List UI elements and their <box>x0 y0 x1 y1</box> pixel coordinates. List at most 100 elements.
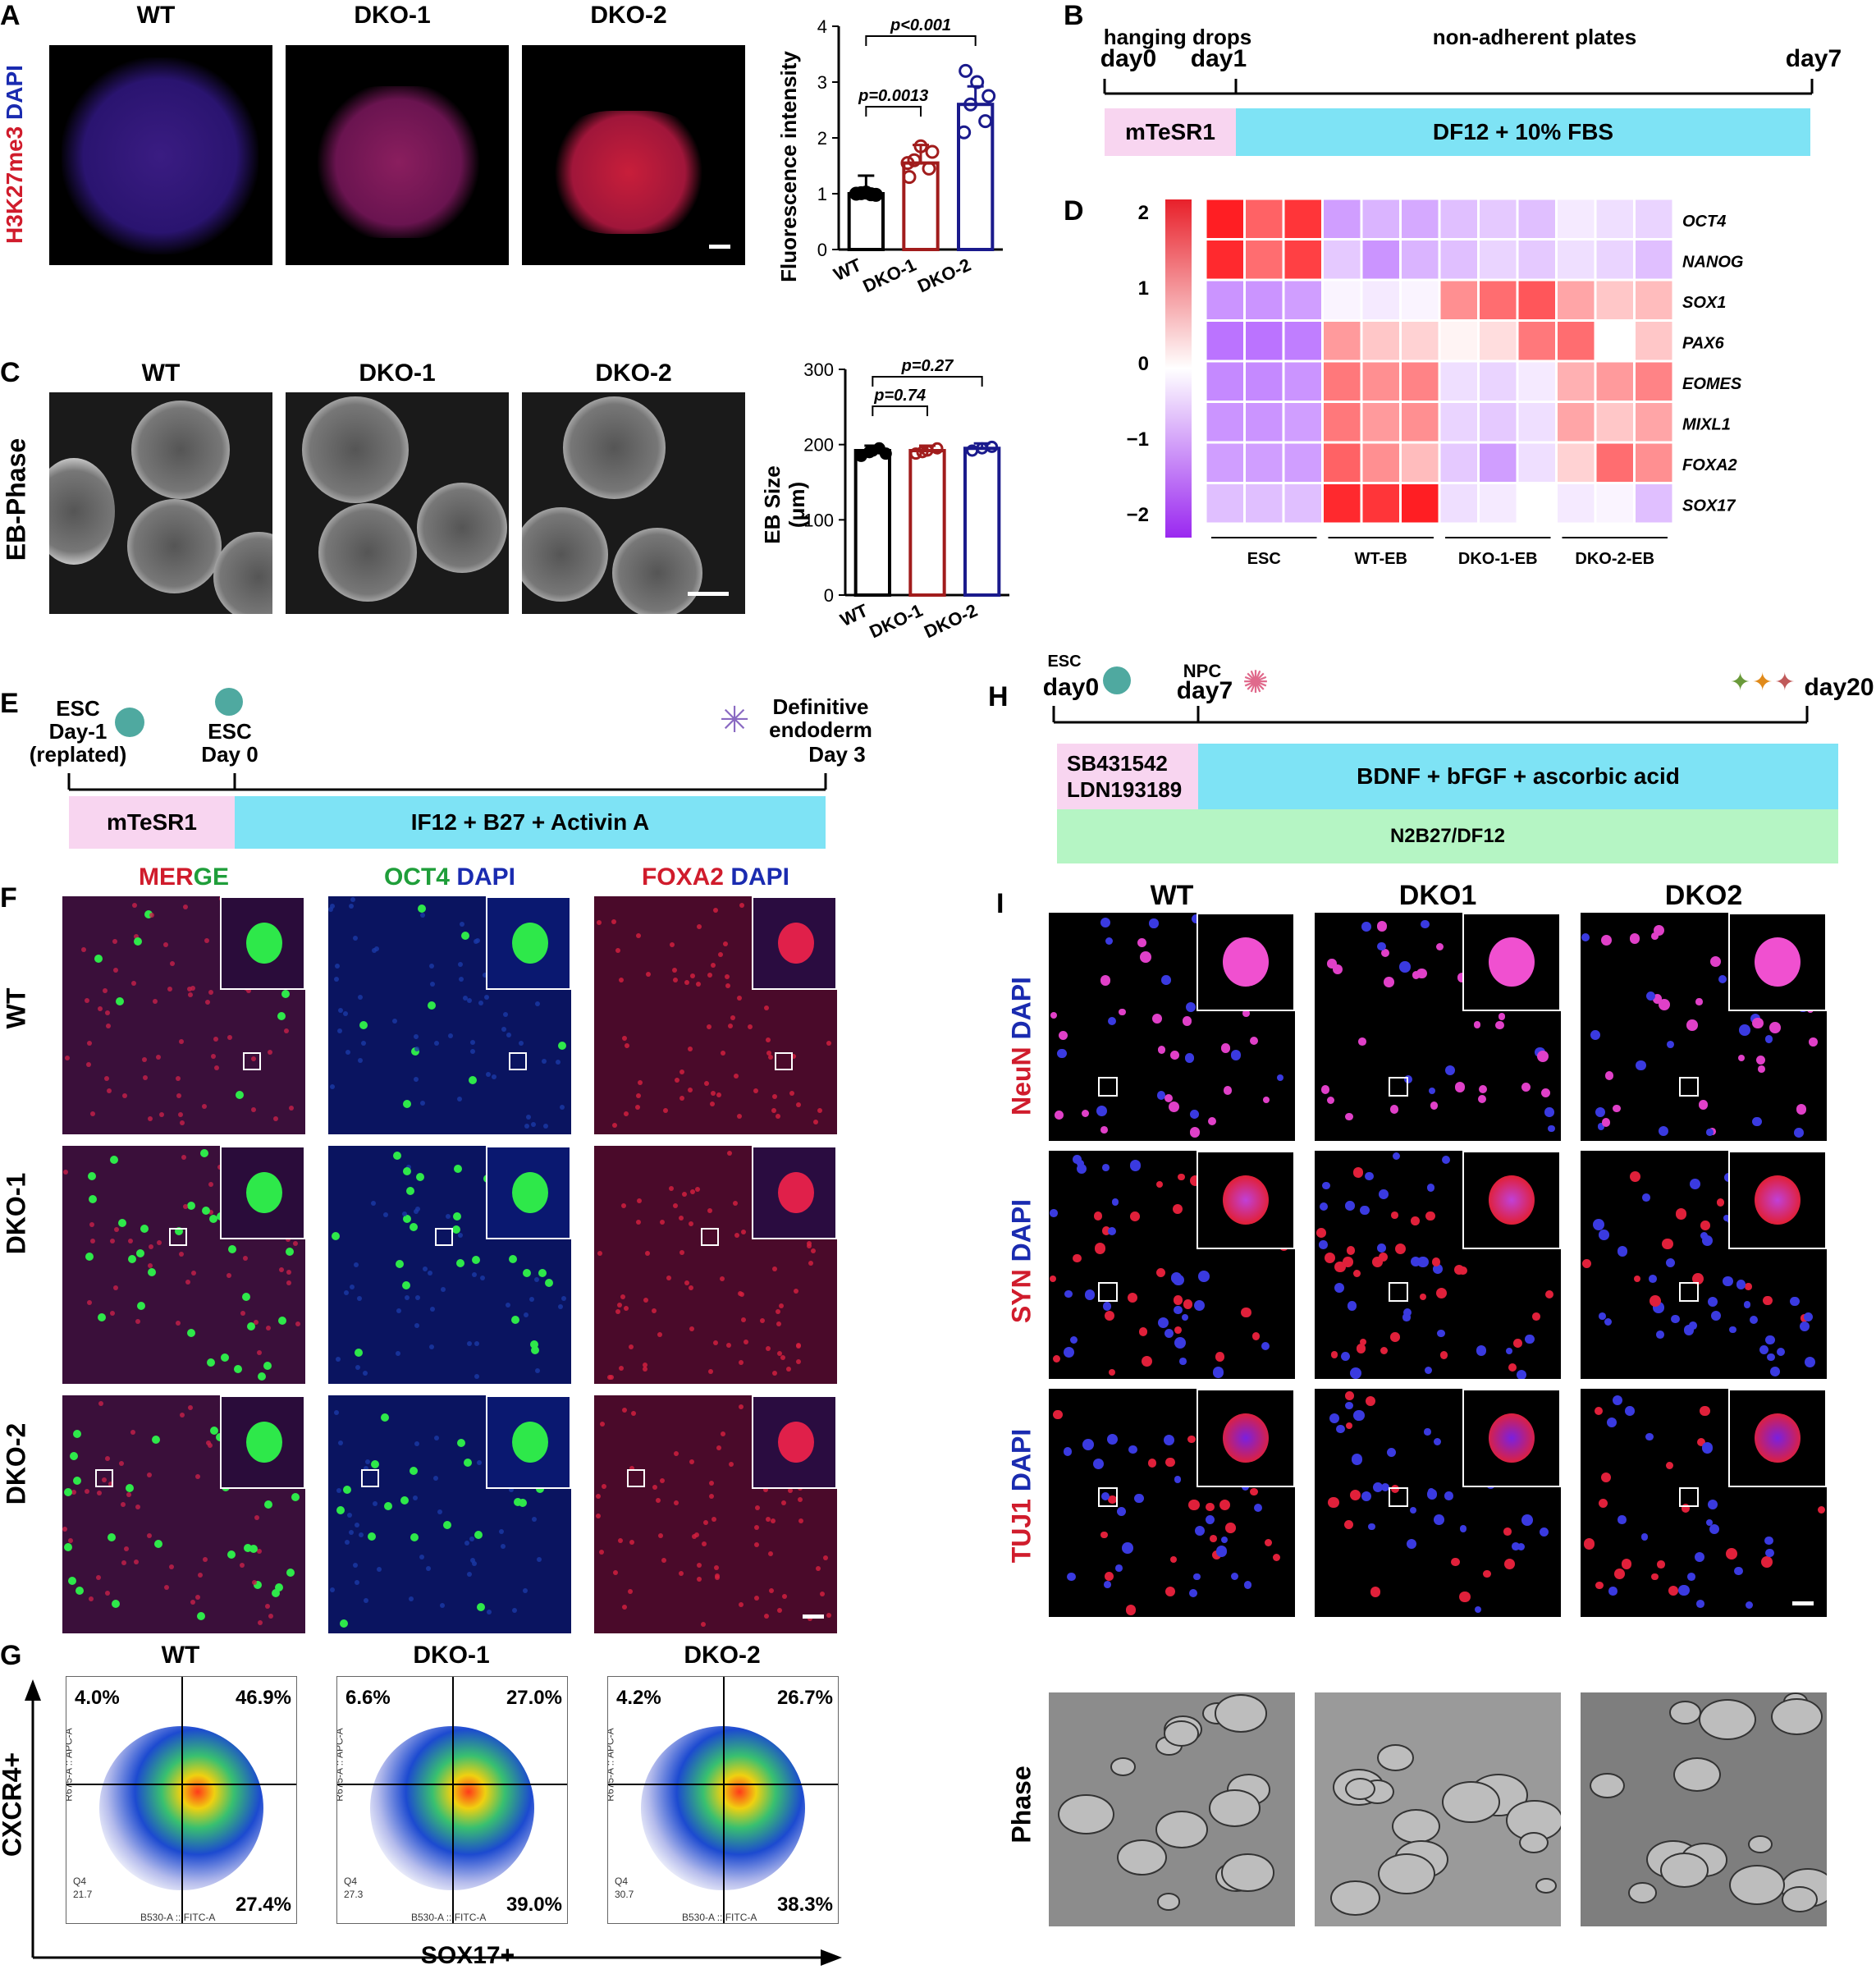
cell <box>126 1492 132 1498</box>
cell <box>523 1587 528 1593</box>
cell <box>355 1365 360 1371</box>
cell <box>196 1611 205 1620</box>
cell <box>525 1114 531 1120</box>
data-point <box>909 447 922 460</box>
cell <box>1345 1422 1352 1429</box>
cell <box>400 1496 410 1505</box>
gate-vertical <box>452 1677 454 1923</box>
cell <box>1681 1504 1691 1513</box>
nonadherent-label: non-adherent plates <box>1432 25 1637 49</box>
e-t3-line3: Day 3 <box>808 742 866 767</box>
cell <box>406 1186 415 1195</box>
selection-box <box>1679 1487 1699 1507</box>
gene-label-nanog: NANOG <box>1682 254 1743 272</box>
cell <box>163 942 169 948</box>
cell <box>776 1608 782 1614</box>
cell <box>86 1062 92 1068</box>
cell <box>1188 1589 1197 1598</box>
cell <box>668 1186 674 1192</box>
cell <box>1206 1502 1215 1511</box>
i-col-dko2: DKO2 <box>1664 880 1743 911</box>
cell <box>428 1001 437 1010</box>
flow-plot-dko-1: 6.6% 27.0% 39.0% Q4 27.3 R675-A :: APC-A B530-… <box>336 1676 568 1924</box>
cell <box>689 1326 694 1332</box>
cell-body <box>1535 1877 1557 1894</box>
heatmap-cell <box>1361 361 1400 401</box>
cell <box>1743 1301 1751 1308</box>
cell <box>329 1083 335 1089</box>
cell <box>723 941 729 947</box>
cell <box>456 1258 465 1267</box>
cell <box>1433 1264 1444 1275</box>
cell <box>1420 919 1430 929</box>
cell <box>1711 1310 1722 1321</box>
cell <box>707 1207 712 1213</box>
cell <box>1614 1569 1626 1579</box>
cell <box>147 1116 153 1122</box>
e-t3-line1: Definitive <box>772 694 869 719</box>
cell <box>523 1312 528 1318</box>
cell <box>263 1361 272 1370</box>
heatmap-cell <box>1517 361 1556 401</box>
cell <box>679 1069 684 1074</box>
cell <box>1601 935 1613 946</box>
cell <box>1350 1367 1362 1379</box>
cell-body <box>1209 1789 1261 1827</box>
cell <box>534 1367 540 1373</box>
cell <box>1334 1262 1346 1273</box>
cell <box>765 1345 771 1351</box>
cell <box>417 905 426 914</box>
cell <box>1709 956 1721 968</box>
cell <box>1064 1289 1073 1298</box>
cell <box>428 963 434 969</box>
zoom-inset <box>1462 1151 1561 1249</box>
cell <box>1163 1434 1175 1446</box>
cell <box>177 1112 183 1118</box>
cell <box>470 1557 476 1563</box>
cell <box>456 1097 462 1102</box>
cell <box>1426 1489 1438 1500</box>
micrograph-f-oct4-dko1 <box>328 1146 571 1384</box>
panel-c-letter: C <box>0 357 21 388</box>
selection-box <box>95 1469 113 1487</box>
cell <box>721 1051 726 1056</box>
zoom-inset <box>1197 913 1295 1011</box>
cell <box>213 1036 218 1042</box>
heatmap-cell <box>1323 361 1361 401</box>
cell <box>1738 1055 1746 1062</box>
cell <box>460 922 465 927</box>
cell <box>263 1500 272 1509</box>
cell <box>1406 1539 1417 1550</box>
cell <box>727 1150 733 1156</box>
cell <box>1184 1053 1195 1063</box>
heatmap-cell <box>1595 442 1634 483</box>
cell <box>112 939 117 945</box>
cell <box>359 1532 364 1537</box>
quadrant-lr: 39.0% <box>506 1894 562 1916</box>
cell <box>730 1015 735 1021</box>
heatmap-cell <box>1557 199 1595 239</box>
y-channel-label: R675-A :: APC-A <box>66 1728 75 1802</box>
cell <box>273 1115 279 1121</box>
cell <box>127 1238 133 1243</box>
cell <box>734 1073 739 1079</box>
cell <box>506 1033 511 1038</box>
cell <box>1353 1167 1364 1178</box>
data-point <box>925 144 940 159</box>
cell <box>1608 1587 1617 1596</box>
cell <box>1359 1339 1367 1346</box>
cell <box>415 1172 424 1181</box>
cell <box>1174 1336 1186 1349</box>
cell-body <box>1698 1698 1756 1740</box>
cell <box>414 1323 419 1329</box>
cell <box>811 1248 817 1253</box>
data-point <box>863 187 878 202</box>
cell <box>1073 1155 1082 1165</box>
cell <box>460 931 469 940</box>
cell <box>1665 1257 1676 1268</box>
cell <box>245 988 251 994</box>
cell <box>190 1271 196 1276</box>
cell <box>1210 1534 1217 1542</box>
cell <box>622 1604 628 1610</box>
selection-box <box>1098 1487 1118 1507</box>
